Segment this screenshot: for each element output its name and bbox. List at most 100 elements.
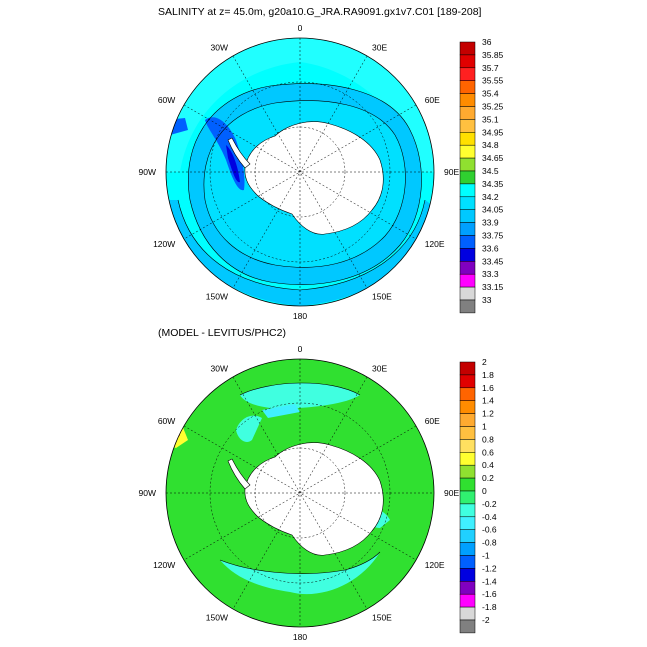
top-colorbar-swatch-4	[459, 93, 476, 107]
top-colorbar-swatch-bottom	[459, 299, 476, 314]
top-colorbar-swatch-6	[459, 119, 476, 133]
bottom-colorbar-label-7: 0.6	[482, 447, 494, 457]
top-map-boundary	[165, 37, 435, 307]
bottom-colorbar-label-20: -2	[482, 615, 490, 625]
top-field-outer-south	[166, 200, 432, 306]
top-colorbar: 36 35.85 35.7 35.55 35.4 35.25 35.1 34.95 34.8 34…	[459, 37, 504, 314]
top-lon-label-11: 30W	[211, 42, 228, 52]
top-longitude-labels: 0 30E 60E 90E 120E 150E 180 150W 120W 90W 60W 30W	[139, 23, 460, 321]
top-colorbar-label-6: 35.1	[482, 114, 499, 124]
bottom-colorbar-swatch-9	[459, 477, 476, 492]
bottom-colorbar-swatch-7	[459, 452, 476, 466]
bottom-colorbar-label-9: 0.2	[482, 473, 494, 483]
top-lon-label-9: 90W	[139, 167, 156, 177]
bottom-lon-label-6: 180	[293, 632, 307, 642]
bottom-colorbar-label-6: 0.8	[482, 434, 494, 444]
top-colorbar-swatch-17	[459, 261, 476, 275]
top-map-fields	[166, 38, 434, 306]
top-colorbar-label-20: 33	[482, 295, 492, 305]
top-colorbar-label-0: 36	[482, 37, 492, 47]
bottom-lon-label-4: 120E	[425, 560, 445, 570]
bottom-longitude-labels: 0 30E 60E 90E 120E 150E 180 150W 120W 90W 60W 30W	[139, 344, 460, 642]
bottom-colorbar-swatch-10	[459, 490, 476, 505]
bottom-map-boundary	[165, 358, 435, 628]
bottom-colorbar-swatch-19	[459, 606, 476, 621]
top-lon-label-7: 150W	[206, 292, 228, 302]
top-colorbar-label-3: 35.55	[482, 76, 504, 86]
top-lon-label-2: 60E	[425, 95, 440, 105]
top-contour-inner	[203, 100, 406, 268]
bottom-lon-label-9: 90W	[139, 488, 156, 498]
top-lon-label-4: 120E	[425, 239, 445, 249]
bottom-colorbar-swatch-1	[459, 374, 476, 389]
top-colorbar-swatch-14	[459, 222, 476, 236]
bottom-lon-label-5: 150E	[372, 613, 392, 623]
bottom-colorbar-label-18: -1.6	[482, 589, 497, 599]
bottom-colorbar-swatch-17	[459, 581, 476, 595]
top-colorbar-label-1: 35.85	[482, 50, 504, 60]
top-colorbar-label-19: 33.15	[482, 282, 504, 292]
top-colorbar-swatch-11	[459, 183, 476, 198]
bottom-colorbar-label-13: -0.6	[482, 525, 497, 535]
bottom-colorbar-label-4: 1.2	[482, 409, 494, 419]
bottom-antarctic-peninsula	[227, 458, 251, 490]
top-colorbar-swatch-18	[459, 273, 476, 288]
top-colorbar-label-2: 35.7	[482, 63, 499, 73]
top-colorbar-swatch-3	[459, 80, 476, 94]
top-map-title: SALINITY at z= 45.0m, g20a10.G_JRA.RA909…	[158, 6, 482, 18]
top-field-north-band	[166, 38, 434, 172]
top-colorbar-label-13: 34.05	[482, 205, 504, 215]
top-colorbar-label-16: 33.6	[482, 243, 499, 253]
bottom-graticule	[166, 359, 434, 627]
top-colorbar-label-5: 35.25	[482, 102, 504, 112]
top-colorbar-swatch-15	[459, 235, 476, 249]
bottom-colorbar-label-5: 1	[482, 422, 487, 432]
top-map: 0 30E 60E 90E 120E 150E 180 150W 120W 90W 60W 30W 3…	[139, 23, 504, 321]
bottom-colorbar-swatch-11	[459, 503, 476, 518]
bottom-colorbar-label-2: 1.6	[482, 383, 494, 393]
bottom-colorbar-label-8: 0.4	[482, 460, 494, 470]
bottom-lon-label-7: 150W	[206, 613, 228, 623]
top-field-weddell-lowest	[226, 145, 240, 183]
bottom-colorbar-swatch-bottom	[459, 619, 476, 634]
top-lon-label-5: 150E	[372, 292, 392, 302]
bottom-colorbar-swatch-15	[459, 555, 476, 569]
top-colorbar-label-11: 34.35	[482, 179, 504, 189]
top-antarctic-peninsula	[227, 137, 251, 169]
top-lon-label-6: 180	[293, 311, 307, 321]
bottom-colorbar-swatch-13	[459, 529, 476, 543]
bottom-lon-label-0: 0	[298, 344, 303, 354]
top-antarctica-land	[244, 121, 384, 235]
bottom-colorbar-label-10: 0	[482, 486, 487, 496]
bottom-map-title: (MODEL - LEVITUS/PHC2)	[158, 327, 286, 339]
bottom-colorbar-label-15: -1	[482, 551, 490, 561]
top-colorbar-label-12: 34.2	[482, 192, 499, 202]
top-colorbar-label-9: 34.65	[482, 153, 504, 163]
top-colorbar-label-4: 35.4	[482, 89, 499, 99]
top-colorbar-label-10: 34.5	[482, 166, 499, 176]
bottom-colorbar-swatch-3	[459, 400, 476, 414]
bottom-colorbar-swatch-12	[459, 516, 476, 530]
top-graticule	[166, 38, 434, 306]
top-colorbar-swatch-0	[459, 41, 476, 56]
bottom-colorbar-swatch-8	[459, 464, 476, 479]
top-colorbar-label-7: 34.95	[482, 127, 504, 137]
top-lon-label-10: 60W	[158, 95, 175, 105]
top-colorbar-swatch-12	[459, 196, 476, 210]
bottom-colorbar-label-14: -0.8	[482, 538, 497, 548]
top-colorbar-label-18: 33.3	[482, 269, 499, 279]
top-colorbar-swatch-1	[459, 54, 476, 69]
bottom-colorbar-swatch-5	[459, 426, 476, 440]
bottom-colorbar-swatch-18	[459, 593, 476, 608]
bottom-colorbar-label-3: 1.4	[482, 396, 494, 406]
bottom-field-weddell-cyan	[236, 415, 262, 442]
bottom-colorbar-swatch-6	[459, 439, 476, 453]
bottom-colorbar-label-16: -1.2	[482, 563, 497, 573]
bottom-colorbar-label-19: -1.8	[482, 602, 497, 612]
bottom-field-south-cyan	[220, 552, 380, 595]
top-colorbar-swatch-5	[459, 106, 476, 120]
top-colorbar-swatch-2	[459, 67, 476, 81]
bottom-map-fields	[166, 359, 434, 627]
top-lon-label-1: 30E	[372, 42, 387, 52]
